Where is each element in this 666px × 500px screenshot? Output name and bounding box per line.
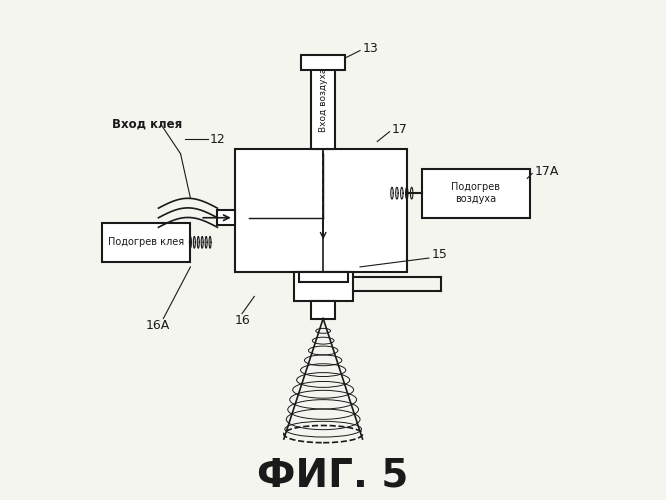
Text: Подогрев
воздуха: Подогрев воздуха: [451, 182, 500, 204]
Bar: [311, 302, 336, 318]
Text: ФИГ. 5: ФИГ. 5: [257, 457, 409, 495]
Bar: [294, 272, 353, 302]
Bar: [422, 168, 529, 218]
Text: 17: 17: [392, 122, 408, 136]
Bar: [102, 222, 190, 262]
Text: 16: 16: [234, 314, 250, 328]
Text: Вход клея: Вход клея: [112, 118, 182, 131]
Text: 17А: 17А: [535, 164, 559, 177]
Bar: [298, 272, 348, 281]
Bar: [311, 60, 336, 149]
Bar: [301, 56, 345, 70]
Text: 16А: 16А: [146, 320, 170, 332]
Bar: [234, 149, 407, 272]
Text: 15: 15: [432, 248, 447, 261]
Text: 13: 13: [362, 42, 378, 54]
Text: Подогрев клея: Подогрев клея: [108, 238, 184, 248]
Bar: [218, 210, 234, 225]
Text: 12: 12: [210, 132, 226, 145]
Text: Вход воздуха: Вход воздуха: [318, 68, 328, 132]
